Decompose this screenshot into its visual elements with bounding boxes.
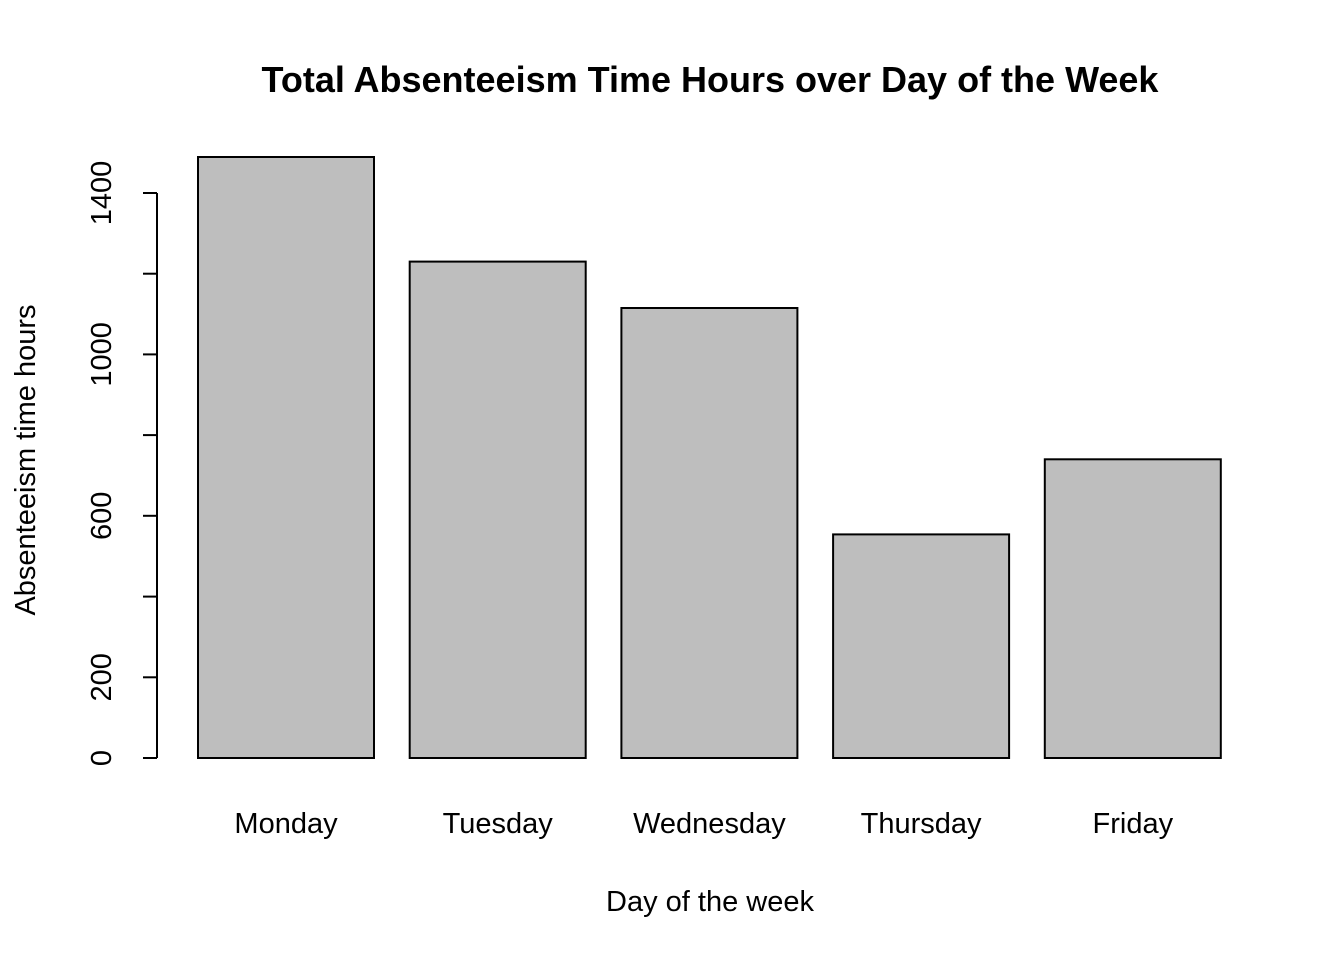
bar-friday bbox=[1043, 458, 1222, 759]
y-tick-label-600: 600 bbox=[86, 492, 118, 540]
x-axis-label: Day of the week bbox=[606, 886, 814, 918]
y-tick-label-1000: 1000 bbox=[86, 322, 118, 387]
bar-monday bbox=[197, 156, 375, 759]
y-tick-label-1400: 1400 bbox=[86, 161, 118, 226]
bar-wednesday bbox=[620, 307, 799, 759]
y-tick-label-0: 0 bbox=[86, 750, 118, 766]
x-tick-label-friday: Friday bbox=[1093, 808, 1174, 840]
x-tick-label-wednesday: Wednesday bbox=[633, 808, 786, 840]
x-tick-label-tuesday: Tuesday bbox=[443, 808, 554, 840]
x-axis-category-labels: Monday Tuesday Wednesday Thursday Friday bbox=[234, 808, 1173, 840]
y-axis: 0 200 600 1000 1400 bbox=[86, 161, 158, 766]
chart-title: Total Absenteeism Time Hours over Day of… bbox=[262, 59, 1160, 100]
bars-group bbox=[197, 156, 1222, 760]
x-tick-label-thursday: Thursday bbox=[861, 808, 982, 840]
bar-tuesday bbox=[408, 260, 587, 759]
y-axis-label: Absenteeism time hours bbox=[10, 304, 42, 615]
bar-thursday bbox=[832, 533, 1011, 760]
x-tick-label-monday: Monday bbox=[234, 808, 338, 840]
y-tick-label-200: 200 bbox=[86, 653, 118, 701]
